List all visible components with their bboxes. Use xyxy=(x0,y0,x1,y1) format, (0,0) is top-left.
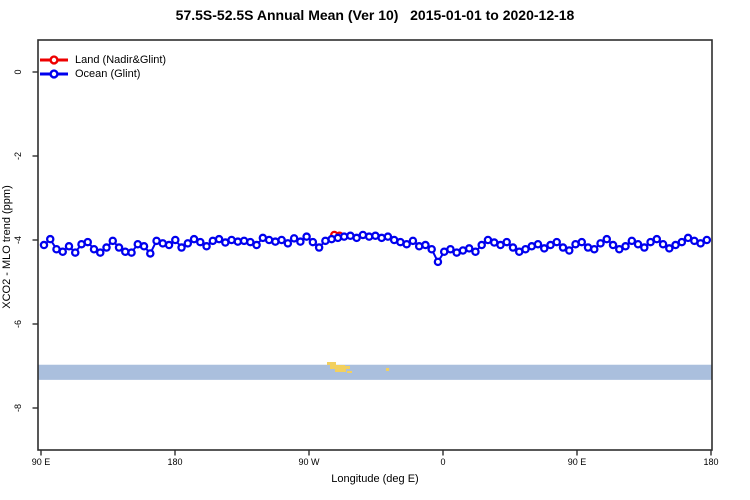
x-tick-label: 90 E xyxy=(567,457,587,467)
y-tick-label: -2 xyxy=(13,152,23,161)
x-axis-label: Longitude (deg E) xyxy=(331,473,419,485)
series-point xyxy=(183,239,193,248)
series-point xyxy=(39,240,49,250)
series-point xyxy=(202,242,211,251)
series-point xyxy=(521,244,530,254)
series-point xyxy=(433,257,443,267)
map-land-mark xyxy=(345,366,350,369)
series-point xyxy=(652,234,662,244)
series-point xyxy=(502,237,511,247)
series-point xyxy=(214,234,224,244)
series-point xyxy=(177,243,186,252)
series-point xyxy=(102,243,111,252)
series-point xyxy=(189,234,199,244)
series-point xyxy=(696,239,705,248)
y-tick-label: -6 xyxy=(13,320,23,329)
legend-marker xyxy=(49,55,59,65)
series-point xyxy=(108,236,118,246)
series-point xyxy=(558,243,568,252)
series-point xyxy=(246,237,255,247)
series-point xyxy=(677,237,687,247)
series-point xyxy=(539,244,549,253)
series-point xyxy=(64,242,74,251)
series-point xyxy=(308,237,318,247)
series-point xyxy=(464,244,474,253)
series-point xyxy=(408,236,418,246)
series-point xyxy=(546,240,555,250)
map-land-mark xyxy=(335,369,346,372)
series-point xyxy=(671,240,680,250)
series-point xyxy=(45,234,55,244)
series-point xyxy=(127,248,136,257)
series-point xyxy=(402,239,411,249)
series-point xyxy=(383,232,393,241)
x-tick-label: 180 xyxy=(703,457,719,467)
series-point xyxy=(508,243,518,252)
series-point xyxy=(658,239,668,249)
chart-title: 57.5S-52.5S Annual Mean (Ver 10) 2015-01… xyxy=(175,7,575,23)
series-point xyxy=(196,237,205,247)
series-point xyxy=(596,239,605,248)
series-point xyxy=(58,247,67,257)
series-point xyxy=(627,236,637,246)
series-point xyxy=(446,244,455,254)
series-point xyxy=(640,243,649,252)
series-point xyxy=(277,235,286,245)
series-point xyxy=(314,243,324,252)
series-point xyxy=(252,240,261,250)
map-land-mark xyxy=(330,365,345,369)
map-ocean-band xyxy=(38,364,712,380)
series-point xyxy=(615,244,624,254)
y-tick-label: -4 xyxy=(13,236,23,245)
series-point xyxy=(164,240,174,250)
y-axis-label: XCO2 - MLO trend (ppm) xyxy=(1,185,13,309)
series-point xyxy=(665,244,674,253)
series-point xyxy=(70,248,80,257)
series-point xyxy=(421,240,430,250)
map-land-mark xyxy=(327,362,336,365)
legend-marker xyxy=(49,69,59,79)
series-point xyxy=(89,244,99,254)
series-point xyxy=(496,240,505,250)
series-point xyxy=(683,233,693,243)
series-point xyxy=(608,240,618,250)
series-point xyxy=(83,237,93,247)
series-point xyxy=(427,244,436,254)
series-point xyxy=(296,237,305,246)
series-point xyxy=(552,237,562,247)
map-land-mark xyxy=(386,368,389,371)
x-tick-label: 90 W xyxy=(298,457,320,467)
series-point xyxy=(114,243,124,252)
legend-entry-label: Land (Nadir&Glint) xyxy=(75,54,167,66)
x-tick-label: 180 xyxy=(167,457,183,467)
series-point xyxy=(602,234,612,244)
y-tick-label: 0 xyxy=(13,69,23,75)
series-point xyxy=(139,242,149,251)
plot-box xyxy=(37,39,713,451)
series-point xyxy=(302,232,311,241)
series-point xyxy=(477,240,486,250)
series-point xyxy=(533,239,543,249)
series-point xyxy=(621,242,630,251)
y-tick-label: -8 xyxy=(13,404,23,413)
series-point xyxy=(577,237,587,247)
map-land-mark xyxy=(347,371,352,373)
series-point xyxy=(565,246,574,255)
series-point xyxy=(646,237,655,247)
series-point xyxy=(283,239,293,248)
series-point xyxy=(590,244,599,254)
series-point xyxy=(352,233,361,243)
series-point xyxy=(702,235,712,245)
series-point xyxy=(633,239,643,249)
x-tick-label: 90 E xyxy=(31,457,51,467)
series-point xyxy=(289,234,299,243)
series-point xyxy=(471,247,480,257)
series-point xyxy=(96,248,105,257)
series-point xyxy=(171,235,180,245)
x-tick-label: 0 xyxy=(440,457,446,467)
series-point xyxy=(146,249,155,258)
legend-entry-label: Ocean (Glint) xyxy=(75,68,141,80)
